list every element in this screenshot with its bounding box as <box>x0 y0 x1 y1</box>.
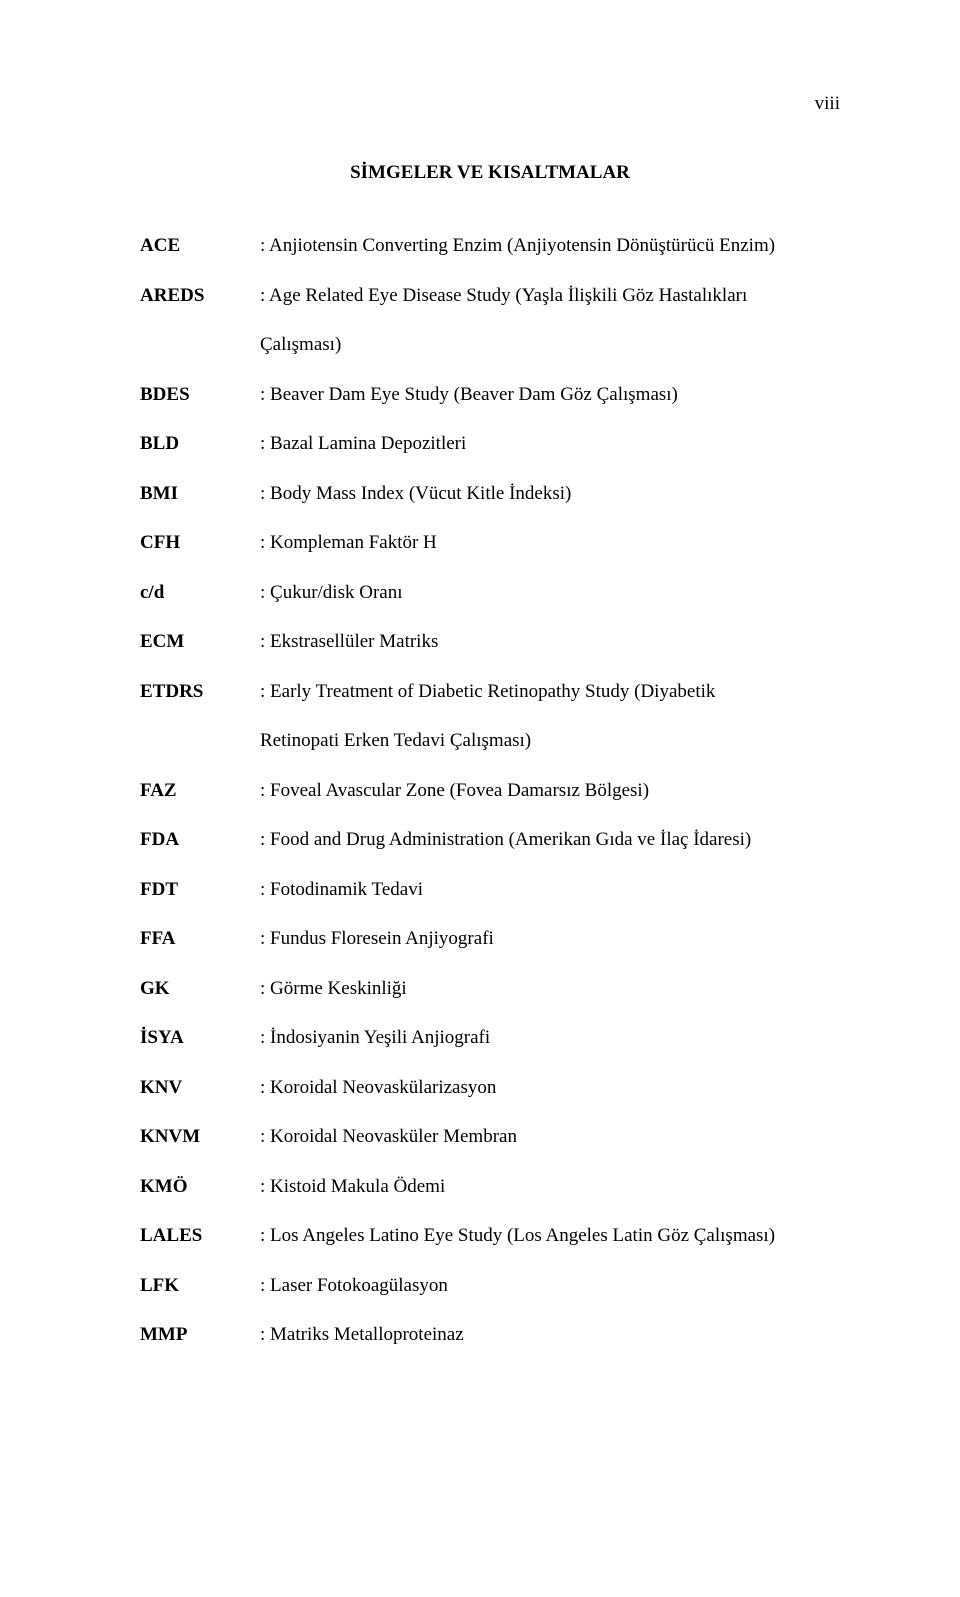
definition: : Laser Fotokoagülasyon <box>260 1272 840 1322</box>
term: KNV <box>140 1074 260 1124</box>
definition-row: AREDS : Age Related Eye Disease Study (Y… <box>140 282 840 332</box>
definition: : Koroidal Neovasküler Membran <box>260 1123 840 1173</box>
definition: : Los Angeles Latino Eye Study (Los Ange… <box>260 1222 840 1272</box>
definition: : Early Treatment of Diabetic Retinopath… <box>260 678 840 728</box>
definition-list: ACE : Anjiotensin Converting Enzim (Anji… <box>140 232 840 1371</box>
term: LFK <box>140 1272 260 1322</box>
term: KNVM <box>140 1123 260 1173</box>
definition: : Anjiotensin Converting Enzim (Anjiyote… <box>260 232 840 282</box>
term: İSYA <box>140 1024 260 1074</box>
definition: : Body Mass Index (Vücut Kitle İndeksi) <box>260 480 840 530</box>
definition-row: CFH : Kompleman Faktör H <box>140 529 840 579</box>
definition-row: FDA : Food and Drug Administration (Amer… <box>140 826 840 876</box>
definition: : Fotodinamik Tedavi <box>260 876 840 926</box>
term-empty <box>140 331 260 381</box>
term: AREDS <box>140 282 260 332</box>
definition: : Matriks Metalloproteinaz <box>260 1321 840 1371</box>
definition: : Kistoid Makula Ödemi <box>260 1173 840 1223</box>
term: CFH <box>140 529 260 579</box>
definition: : Foveal Avascular Zone (Fovea Damarsız … <box>260 777 840 827</box>
definition-row: BMI : Body Mass Index (Vücut Kitle İndek… <box>140 480 840 530</box>
definition-row: KMÖ : Kistoid Makula Ödemi <box>140 1173 840 1223</box>
term: FDA <box>140 826 260 876</box>
definition-row: LALES : Los Angeles Latino Eye Study (Lo… <box>140 1222 840 1272</box>
definition-row: ETDRS : Early Treatment of Diabetic Reti… <box>140 678 840 728</box>
term-empty <box>140 727 260 777</box>
definition-row: ECM : Ekstrasellüler Matriks <box>140 628 840 678</box>
term: BDES <box>140 381 260 431</box>
definition-row: ACE : Anjiotensin Converting Enzim (Anji… <box>140 232 840 282</box>
term: FFA <box>140 925 260 975</box>
definition-row: BLD : Bazal Lamina Depozitleri <box>140 430 840 480</box>
definition: : Bazal Lamina Depozitleri <box>260 430 840 480</box>
definition-continuation: Çalışması) <box>140 331 840 381</box>
term: LALES <box>140 1222 260 1272</box>
definition-row: FDT : Fotodinamik Tedavi <box>140 876 840 926</box>
term: KMÖ <box>140 1173 260 1223</box>
term: MMP <box>140 1321 260 1371</box>
definition-row: BDES : Beaver Dam Eye Study (Beaver Dam … <box>140 381 840 431</box>
page-title: SİMGELER VE KISALTMALAR <box>140 159 840 188</box>
term: BMI <box>140 480 260 530</box>
term: FAZ <box>140 777 260 827</box>
definition: : İndosiyanin Yeşili Anjiografi <box>260 1024 840 1074</box>
definition: : Beaver Dam Eye Study (Beaver Dam Göz Ç… <box>260 381 840 431</box>
definition-continuation: Retinopati Erken Tedavi Çalışması) <box>140 727 840 777</box>
definition: : Kompleman Faktör H <box>260 529 840 579</box>
definition-row: LFK : Laser Fotokoagülasyon <box>140 1272 840 1322</box>
definition: : Fundus Floresein Anjiyografi <box>260 925 840 975</box>
term: ETDRS <box>140 678 260 728</box>
term: BLD <box>140 430 260 480</box>
definition-row: FFA : Fundus Floresein Anjiyografi <box>140 925 840 975</box>
definition-row: c/d : Çukur/disk Oranı <box>140 579 840 629</box>
definition-cont: Çalışması) <box>260 331 840 381</box>
definition: : Ekstrasellüler Matriks <box>260 628 840 678</box>
definition: : Food and Drug Administration (Amerikan… <box>260 826 840 876</box>
term: ECM <box>140 628 260 678</box>
definition-row: GK : Görme Keskinliği <box>140 975 840 1025</box>
definition-row: FAZ : Foveal Avascular Zone (Fovea Damar… <box>140 777 840 827</box>
definition: : Çukur/disk Oranı <box>260 579 840 629</box>
definition-row: KNV : Koroidal Neovaskülarizasyon <box>140 1074 840 1124</box>
page-number: viii <box>140 90 840 119</box>
term: ACE <box>140 232 260 282</box>
definition-cont: Retinopati Erken Tedavi Çalışması) <box>260 727 840 777</box>
term: GK <box>140 975 260 1025</box>
definition-row: İSYA : İndosiyanin Yeşili Anjiografi <box>140 1024 840 1074</box>
definition: : Görme Keskinliği <box>260 975 840 1025</box>
term: FDT <box>140 876 260 926</box>
definition-row: MMP : Matriks Metalloproteinaz <box>140 1321 840 1371</box>
definition: : Koroidal Neovaskülarizasyon <box>260 1074 840 1124</box>
definition: : Age Related Eye Disease Study (Yaşla İ… <box>260 282 840 332</box>
term: c/d <box>140 579 260 629</box>
definition-row: KNVM : Koroidal Neovasküler Membran <box>140 1123 840 1173</box>
